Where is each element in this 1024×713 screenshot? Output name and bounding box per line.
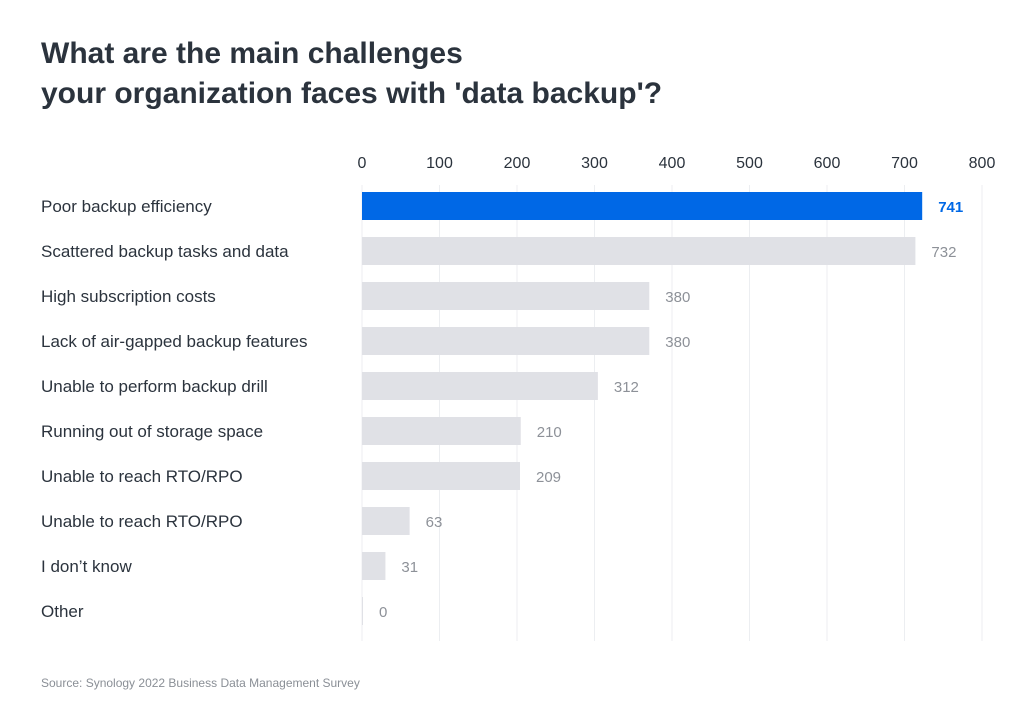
category-label: Other (41, 602, 84, 621)
data-label: 380 (665, 289, 690, 306)
source-note: Source: Synology 2022 Business Data Mana… (41, 676, 360, 690)
chart-title-line-1: What are the main challenges (41, 37, 463, 70)
bar (362, 327, 650, 355)
data-label: 312 (614, 379, 639, 396)
data-label: 741 (938, 199, 963, 216)
x-tick-label: 700 (891, 155, 918, 172)
data-label: 732 (931, 244, 956, 261)
bar (362, 417, 521, 445)
category-label: Unable to perform backup drill (41, 377, 268, 396)
bar (362, 192, 923, 220)
bar (362, 597, 363, 625)
data-label: 63 (426, 514, 443, 531)
bar (362, 282, 650, 310)
x-tick-label: 100 (426, 155, 453, 172)
category-label: Unable to reach RTO/RPO (41, 512, 243, 531)
category-label: Unable to reach RTO/RPO (41, 467, 243, 486)
category-label: Running out of storage space (41, 422, 263, 441)
x-tick-label: 300 (581, 155, 608, 172)
x-tick-label: 800 (969, 155, 996, 172)
category-label: I don’t know (41, 557, 132, 576)
category-label: Poor backup efficiency (41, 197, 212, 216)
category-label: High subscription costs (41, 287, 216, 306)
category-label: Lack of air-gapped backup features (41, 332, 308, 351)
data-label: 380 (665, 334, 690, 351)
x-tick-label: 0 (358, 155, 367, 172)
x-tick-label: 200 (504, 155, 531, 172)
category-label: Scattered backup tasks and data (41, 242, 289, 261)
bar (362, 372, 598, 400)
data-label: 210 (537, 424, 562, 441)
bar (362, 237, 916, 265)
data-label: 31 (401, 559, 418, 576)
bar (362, 552, 386, 580)
chart-title: What are the main challenges your organi… (41, 34, 662, 114)
x-tick-label: 400 (659, 155, 686, 172)
data-label: 209 (536, 469, 561, 486)
data-label: 0 (379, 604, 387, 621)
chart-title-line-2: your organization faces with 'data backu… (41, 77, 663, 110)
bar (362, 507, 410, 535)
x-tick-label: 600 (814, 155, 841, 172)
bar (362, 462, 521, 490)
x-tick-label: 500 (736, 155, 763, 172)
